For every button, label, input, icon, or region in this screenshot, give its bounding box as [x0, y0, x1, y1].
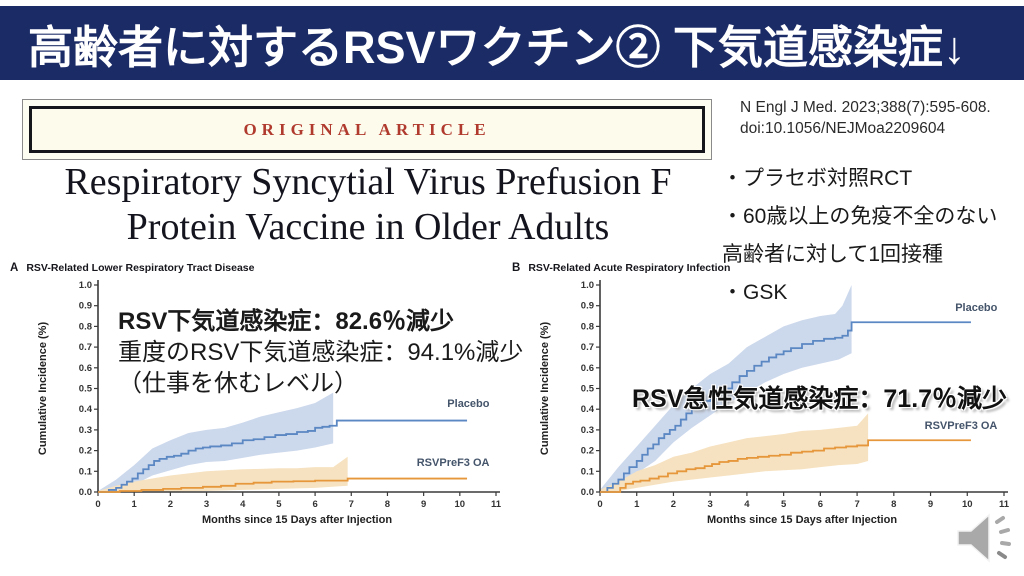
x-axis-label: Months since 15 Days after Injection — [202, 514, 392, 526]
x-tick-label: 9 — [928, 499, 933, 510]
x-tick-label: 1 — [132, 499, 138, 510]
y-tick-label: 0.9 — [581, 301, 594, 312]
x-tick-label: 4 — [744, 499, 750, 510]
x-tick-label: 2 — [168, 499, 173, 510]
x-tick-label: 5 — [276, 499, 282, 510]
y-axis-label: Cumulative Incidence (%) — [539, 322, 551, 456]
y-tick-label: 0.0 — [79, 487, 92, 498]
annotation-a-line3: （仕事を休むレベル） — [118, 370, 358, 397]
annotation-chart-b: RSV急性気道感染症：71.7％減少 — [632, 379, 1007, 415]
x-tick-label: 11 — [491, 499, 502, 510]
original-article-banner-text: ORIGINAL ARTICLE — [243, 119, 491, 139]
x-tick-label: 2 — [671, 499, 676, 510]
rsvpref3-oa-confidence-band — [98, 456, 348, 492]
slide-header: 高齢者に対するRSVワクチン② 下気道感染症↓ — [0, 6, 1024, 80]
annotation-b-line1: RSV急性気道感染症：71.7％減少 — [632, 385, 1008, 413]
y-tick-label: 0.7 — [581, 342, 594, 353]
x-tick-label: 11 — [999, 499, 1010, 510]
x-tick-label: 7 — [854, 499, 859, 510]
y-tick-label: 0.9 — [79, 301, 92, 312]
annotation-a-line1: RSV下気道感染症：82.6％減少 — [118, 308, 455, 335]
paper-title-line1: Respiratory Syncytial Virus Prefusion F — [64, 161, 672, 203]
chart-a-title: RSV-Related Lower Respiratory Tract Dise… — [26, 262, 255, 274]
y-tick-label: 1.0 — [79, 280, 92, 291]
x-axis-label: Months since 15 Days after Injection — [707, 514, 897, 526]
note-bullet-population: ・60歳以上の免疫不全のない高齢者に対して1回接種 — [722, 205, 998, 266]
citation-line2: doi:10.1056/NEJMoa2209604 — [740, 120, 946, 137]
x-tick-label: 1 — [634, 499, 640, 510]
y-tick-label: 0.4 — [79, 404, 93, 415]
y-tick-label: 0.5 — [79, 384, 93, 395]
y-tick-label: 0.2 — [79, 446, 92, 457]
y-tick-label: 0.3 — [581, 425, 594, 436]
chart-b-panel-letter: B — [512, 262, 521, 274]
journal-article-clip: ORIGINAL ARTICLE — [22, 99, 712, 160]
placebo-line — [98, 419, 468, 493]
chart-b-plot: 0.0 0.1 0.2 0.3 0.4 0.5 0.6 0.7 0.8 0.9 1.0 0 1 2 3 4 5 6… — [539, 280, 1010, 526]
chart-panel-b: B RSV-Related Acute Respiratory Infection… — [510, 262, 1016, 534]
x-tick-label: 6 — [818, 499, 823, 510]
x-tick-label: 0 — [95, 499, 100, 510]
x-tick-label: 10 — [962, 499, 973, 510]
y-axis-label: Cumulative Incidence (%) — [37, 322, 49, 456]
chart-b-title: RSV-Related Acute Respiratory Infection — [528, 262, 731, 274]
rsvpref3-oa-series-label: RSVPreF3 OA — [417, 457, 490, 469]
placebo-series-label: Placebo — [447, 398, 489, 410]
chart-b-header: B RSV-Related Acute Respiratory Infection — [512, 262, 730, 274]
rsvpref3-oa-series-label: RSVPreF3 OA — [925, 420, 998, 432]
annotation-a-line2: 重度のRSV下気道感染症：94.1%減少 — [118, 339, 524, 366]
x-tick-label: 8 — [891, 499, 896, 510]
chart-a-panel-letter: A — [10, 262, 19, 274]
placebo-line — [600, 321, 971, 493]
note-bullet-gsk: ・GSK — [722, 281, 788, 304]
x-tick-label: 9 — [421, 499, 426, 510]
paper-title-line2: Protein Vaccine in Older Adults — [126, 206, 610, 248]
study-notes: ・プラセボ対照RCT ・60歳以上の免疫不全のない高齢者に対して1回接種 ・GS… — [722, 160, 1018, 312]
x-tick-label: 8 — [385, 499, 390, 510]
y-tick-label: 0.8 — [79, 321, 92, 332]
x-tick-label: 6 — [312, 499, 317, 510]
x-tick-label: 5 — [781, 499, 787, 510]
y-tick-label: 0.7 — [79, 342, 92, 353]
chart-panel-a: A RSV-Related Lower Respiratory Tract Dis… — [8, 262, 508, 534]
y-tick-label: 0.1 — [581, 466, 595, 477]
y-tick-label: 1.0 — [581, 280, 594, 291]
chart-a-header: A RSV-Related Lower Respiratory Tract Dis… — [10, 262, 255, 274]
citation: N Engl J Med. 2023;388(7):595-608. doi:1… — [740, 97, 991, 139]
x-tick-label: 4 — [240, 499, 246, 510]
rsvpref3-oa-line — [600, 439, 971, 493]
y-tick-label: 0.3 — [79, 425, 92, 436]
x-tick-label: 3 — [708, 499, 713, 510]
annotation-chart-a: RSV下気道感染症：82.6％減少 重度のRSV下気道感染症：94.1%減少 （… — [118, 306, 523, 399]
y-tick-label: 0.6 — [581, 363, 594, 374]
y-tick-label: 0.8 — [581, 321, 594, 332]
y-tick-label: 0.4 — [581, 404, 595, 415]
placebo-confidence-band — [98, 392, 334, 492]
y-tick-label: 0.2 — [581, 446, 594, 457]
y-tick-label: 0.5 — [581, 384, 595, 395]
chart-a-plot: 0.0 0.1 0.2 0.3 0.4 0.5 0.6 0.7 0.8 0.9 1.0 0 1 2 3 4 5 6… — [37, 280, 502, 526]
citation-line1: N Engl J Med. 2023;388(7):595-608. — [740, 99, 991, 116]
slide-title: 高齢者に対するRSVワクチン② 下気道感染症↓ — [28, 21, 966, 73]
placebo-series-label: Placebo — [955, 302, 997, 314]
y-tick-label: 0.1 — [79, 466, 93, 477]
x-tick-label: 0 — [597, 499, 602, 510]
y-tick-label: 0.6 — [79, 363, 92, 374]
rsvpref3-oa-line — [98, 477, 468, 493]
paper-title: Respiratory Syncytial Virus Prefusion F … — [22, 160, 714, 250]
original-article-banner: ORIGINAL ARTICLE — [29, 106, 705, 153]
note-bullet-rct: ・プラセボ対照RCT — [722, 167, 913, 190]
x-tick-label: 3 — [204, 499, 209, 510]
speaker-icon[interactable] — [952, 510, 1014, 568]
y-tick-label: 0.0 — [581, 487, 594, 498]
x-tick-label: 10 — [455, 499, 466, 510]
rsvpref3-oa-confidence-band — [600, 413, 869, 492]
x-tick-label: 7 — [349, 499, 354, 510]
